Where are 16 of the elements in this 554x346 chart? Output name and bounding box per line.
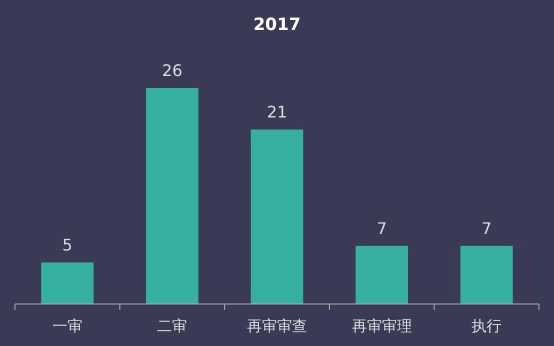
x-tick-label: 再审审理 (352, 317, 412, 335)
chart-title: 2017 (253, 15, 301, 35)
bar (460, 246, 513, 304)
bar (356, 246, 408, 304)
bar (250, 130, 304, 304)
data-label: 21 (266, 102, 288, 122)
bar (146, 88, 198, 304)
x-tick-label: 执行 (472, 317, 502, 335)
x-tick-label: 再审审查 (247, 317, 307, 335)
data-label: 26 (162, 61, 182, 80)
x-tick-label: 一审 (52, 317, 82, 335)
data-label: 7 (482, 218, 492, 238)
bar (41, 262, 94, 304)
data-label: 5 (62, 235, 72, 254)
x-tick-label: 二审 (157, 317, 188, 335)
data-label: 7 (376, 218, 387, 238)
